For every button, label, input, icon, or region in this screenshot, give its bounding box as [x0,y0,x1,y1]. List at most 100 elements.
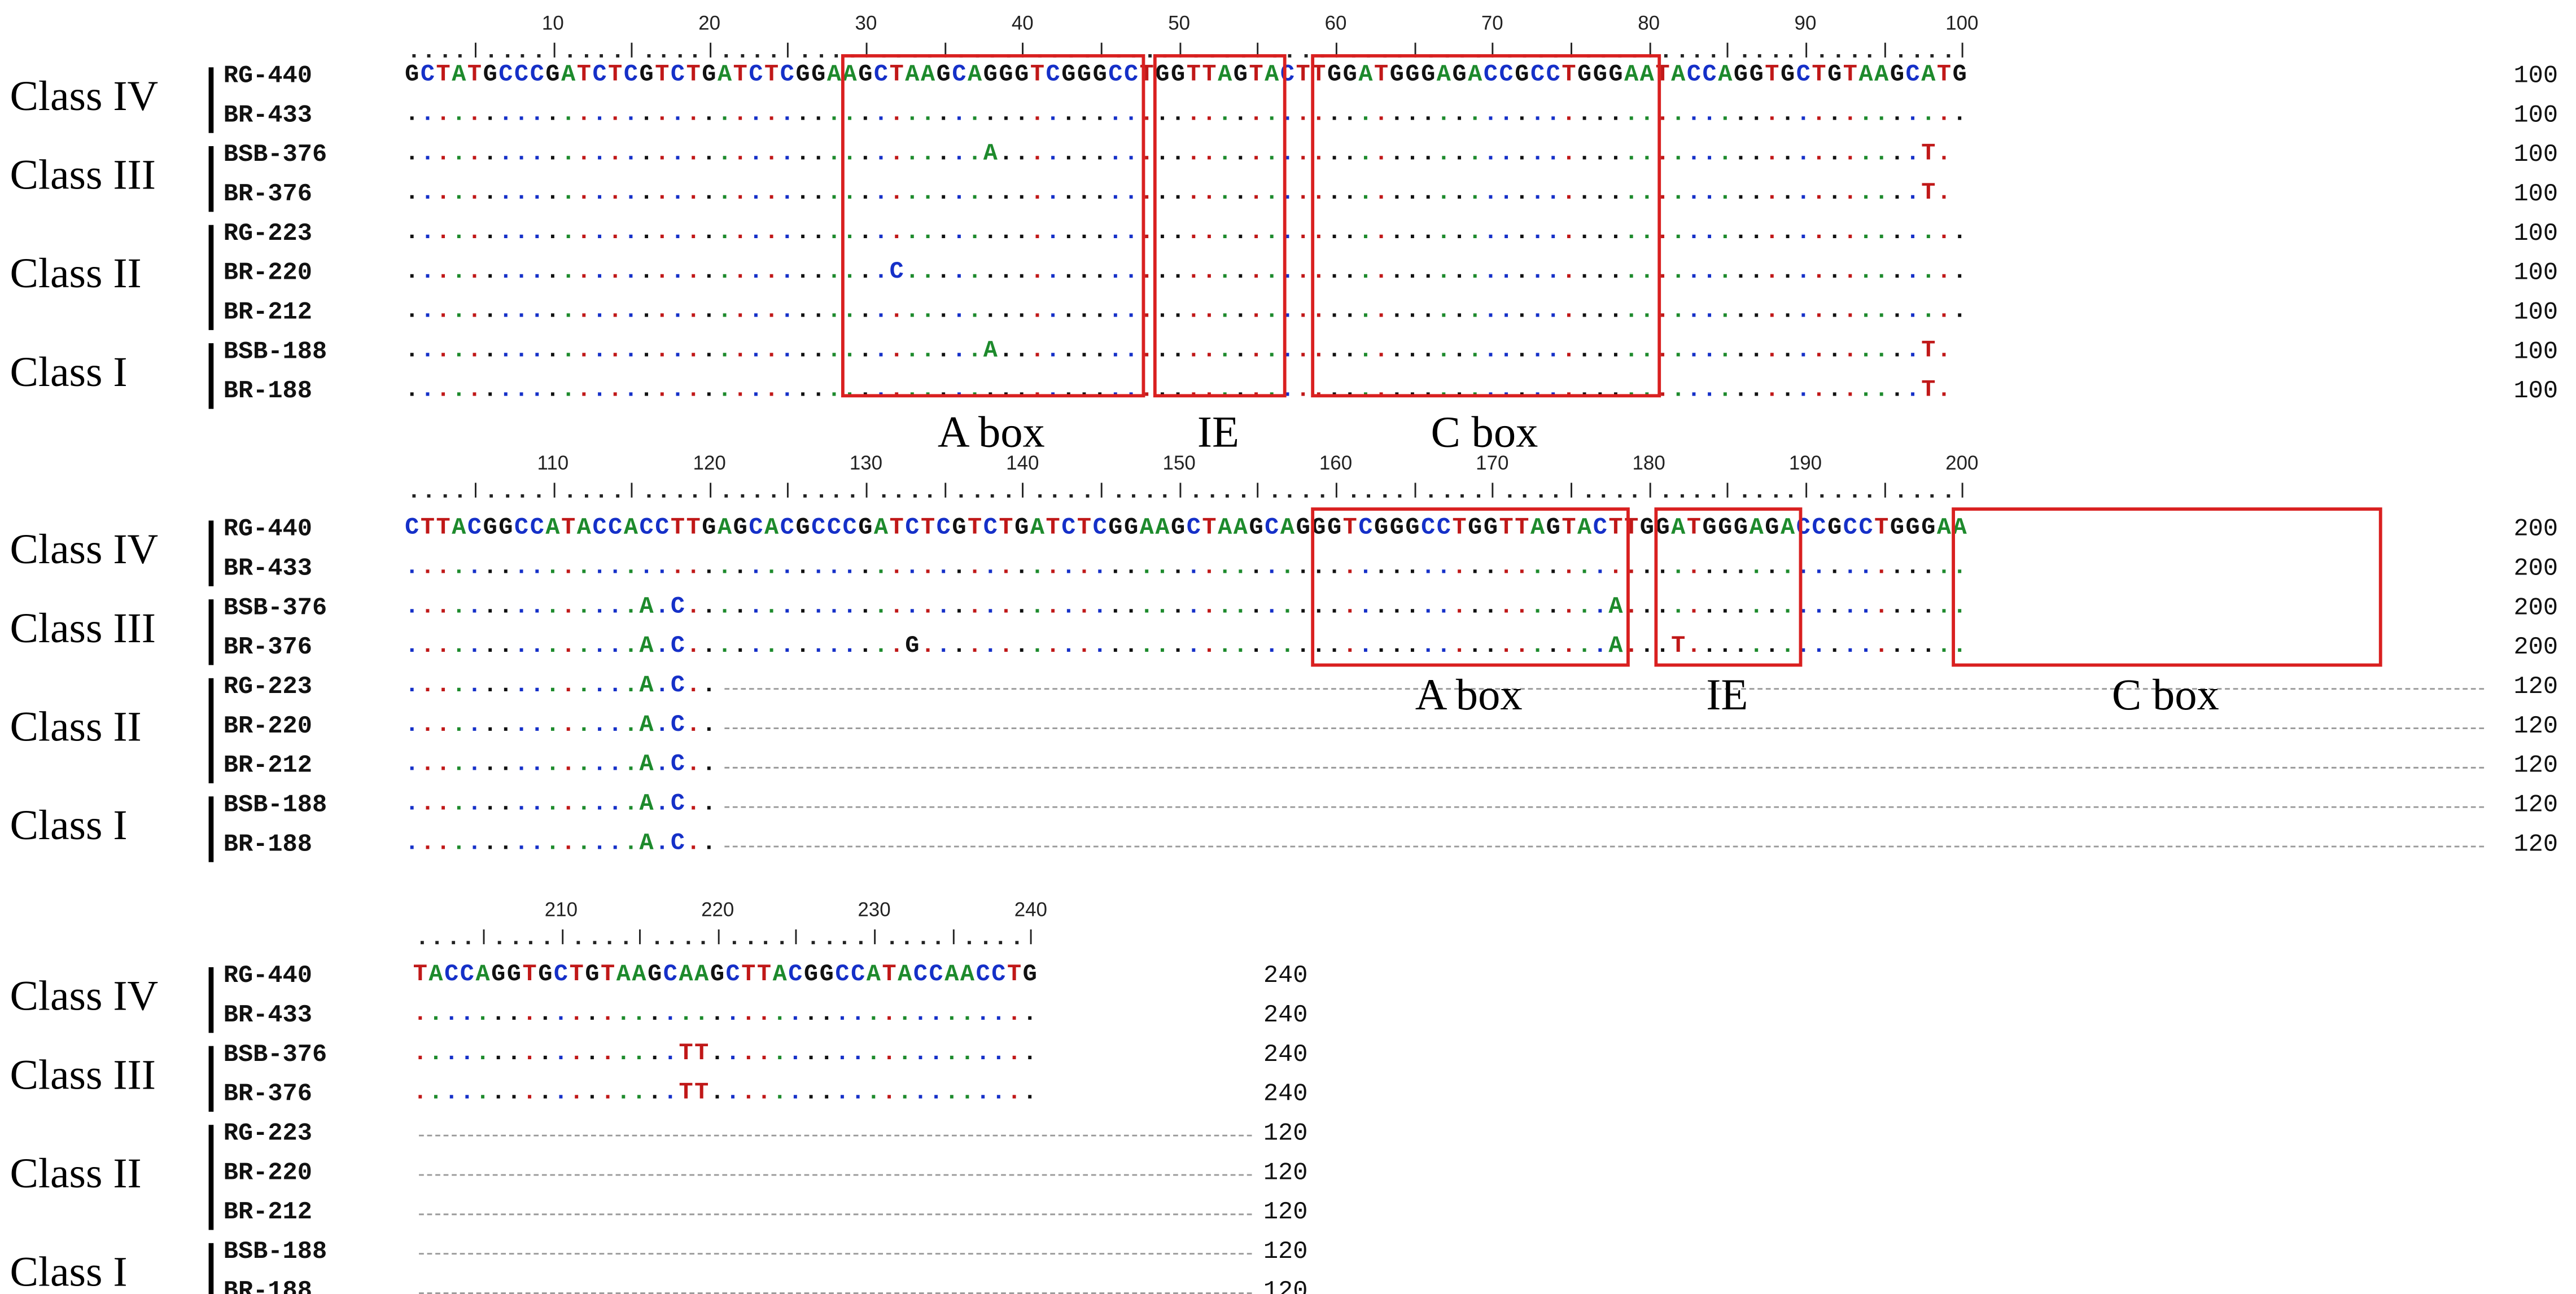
alignment-gap [419,1134,1252,1137]
ruler-tick-label: 230 [858,898,891,922]
sequence-row: ...............A.C.. [405,752,716,779]
sequence-row: ........................................… [405,102,1967,128]
class-group-bracket [208,225,214,330]
sample-name: BR-220 [223,259,312,288]
sample-name: BR-433 [223,102,312,130]
ruler-tick-label: 150 [1162,451,1196,475]
class-group-bracket [208,599,214,665]
ruler-tick-label: 80 [1638,11,1660,35]
sequence-row: ........................................ [413,1002,1037,1028]
motif-label: IE [1706,670,1748,720]
position-ruler [404,481,1970,498]
ruler-tick-label: 180 [1632,451,1665,475]
alignment-gap [724,688,2485,690]
sequence-length: 120 [1263,1238,1308,1266]
sequence-row: ...............A.C..............G.......… [405,634,1967,660]
class-label: Class I [10,348,128,396]
motif-label: IE [1197,407,1240,457]
sample-name: BR-212 [223,752,312,780]
sample-name: BR-188 [223,831,312,859]
sequence-row: ...............A.C.. [405,791,716,818]
motif-box [1952,507,2382,667]
sequence-length: 200 [2513,634,2558,662]
ruler-tick-label: 30 [855,11,877,35]
sequence-length: 120 [2513,752,2558,780]
sequence-length: 120 [2513,673,2558,701]
class-label: Class I [10,1248,128,1294]
class-label: Class III [10,1051,156,1099]
motif-label: A box [937,407,1045,457]
motif-box [1310,54,1662,398]
alignment-gap [419,1292,1252,1294]
sequence-length: 120 [2513,831,2558,859]
motif-label: C box [1431,407,1538,457]
sample-name: RG-223 [223,220,312,248]
sample-name: BR-188 [223,1277,312,1294]
sequence-row: ...............A.C.. [405,673,716,700]
ruler-tick-label: 240 [1014,898,1048,922]
ruler-tick-label: 40 [1011,11,1034,35]
sequence-length: 120 [1263,1159,1308,1187]
sequence-length: 120 [1263,1120,1308,1148]
alignment-gap [419,1174,1252,1176]
sequence-length: 100 [2513,141,2558,169]
motif-label: C box [2111,670,2219,720]
sequence-length: 100 [2513,62,2558,91]
ruler-tick-label: 50 [1168,11,1191,35]
class-label: Class IV [10,72,159,120]
class-label: Class II [10,1149,142,1198]
class-label: Class III [10,151,156,199]
sequence-length: 100 [2513,299,2558,327]
sample-name: RG-440 [223,515,312,544]
sequence-row: ........................................… [405,378,1952,404]
ruler-tick-label: 10 [541,11,564,35]
class-label: Class II [10,249,142,297]
sequence-length: 120 [1263,1199,1308,1227]
class-group-bracket [208,1125,214,1230]
motif-label: A box [1415,670,1523,720]
ruler-tick-label: 120 [693,451,726,475]
motif-box [1655,507,1803,667]
sequence-row: ...............A.C......................… [405,594,1967,621]
class-group-bracket [208,146,214,212]
class-group-bracket [208,967,214,1033]
motif-box [1310,507,1630,667]
sequence-row: .....................................A..… [405,338,1952,365]
sequence-length: 120 [2513,791,2558,820]
sample-name: BSB-188 [223,791,327,820]
sequence-row: ........................................… [405,555,1967,582]
sample-name: BSB-376 [223,594,327,622]
sample-name: RG-440 [223,62,312,91]
class-label: Class IV [10,525,159,573]
sequence-row: ........................................… [405,299,1967,326]
alignment-gap [724,845,2485,848]
sequence-row: ........................................… [405,220,1967,247]
sequence-length: 120 [1263,1277,1308,1294]
class-label: Class III [10,604,156,652]
class-label: Class IV [10,972,159,1020]
sample-name: BR-220 [223,1159,312,1187]
sequence-length: 100 [2513,338,2558,366]
sample-name: BSB-376 [223,141,327,169]
sample-name: BSB-376 [223,1041,327,1069]
alignment-gap [419,1253,1252,1255]
class-group-bracket [208,1046,214,1112]
sequence-length: 200 [2513,515,2558,544]
sequence-length: 100 [2513,102,2558,130]
class-group-bracket [208,796,214,862]
sample-name: BSB-188 [223,338,327,366]
sequence-row: ........................................… [405,181,1952,207]
ruler-tick-label: 220 [701,898,734,922]
sequence-row: ...............A.C.. [405,831,716,857]
ruler-tick-label: 70 [1481,11,1503,35]
sequence-length: 100 [2513,181,2558,209]
ruler-tick-label: 160 [1319,451,1353,475]
ruler-tick-label: 210 [544,898,578,922]
sample-name: BR-212 [223,1199,312,1227]
